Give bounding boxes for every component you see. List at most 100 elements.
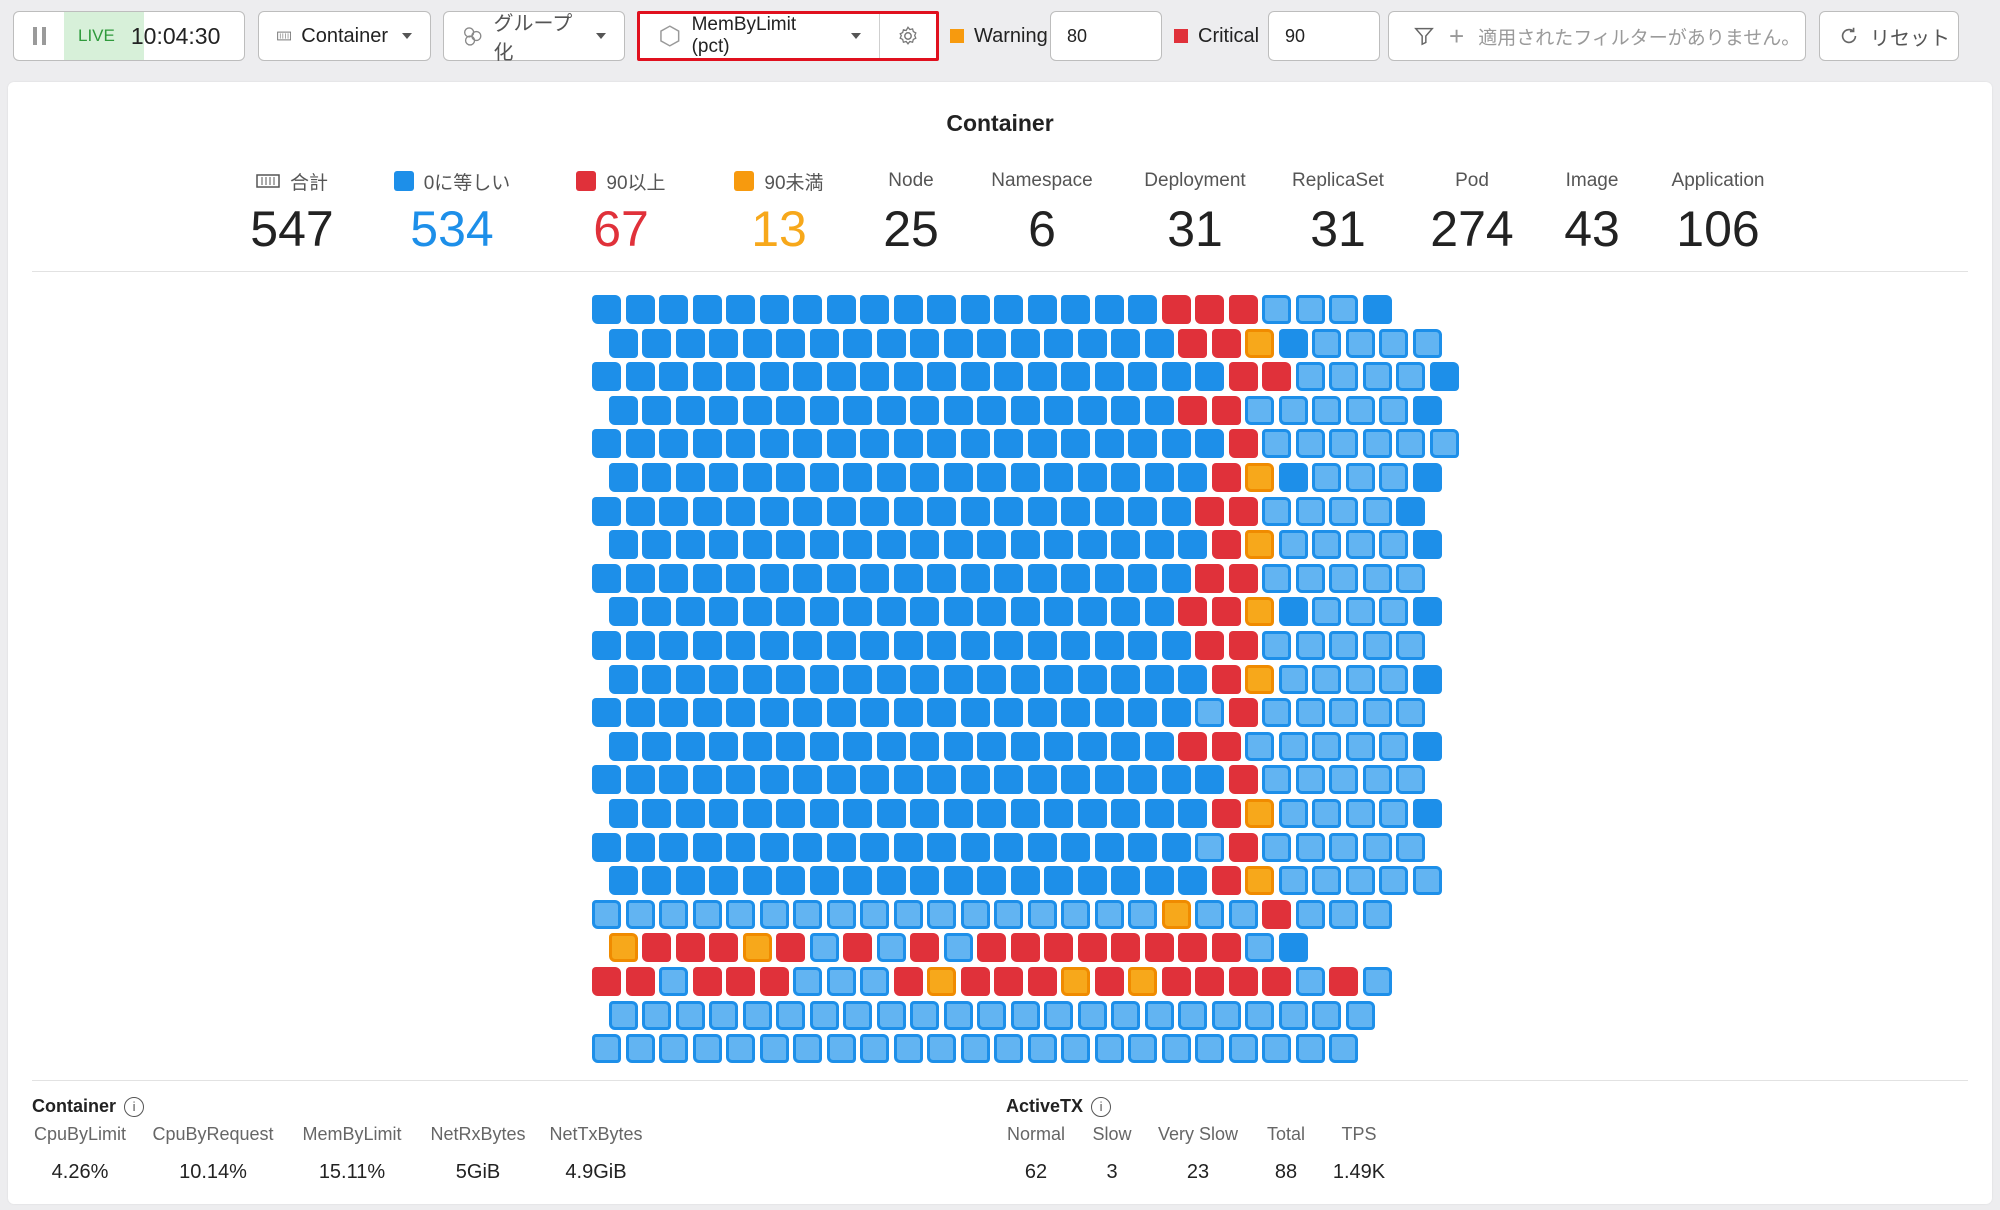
container-cell-zero[interactable] bbox=[1094, 899, 1124, 929]
container-cell-zero[interactable] bbox=[709, 463, 739, 492]
container-cell-zero[interactable] bbox=[1044, 866, 1074, 896]
container-cell-zero[interactable] bbox=[1077, 328, 1107, 358]
container-cell-zero[interactable] bbox=[625, 765, 655, 795]
container-cell-zero[interactable] bbox=[994, 563, 1023, 593]
container-cell-zero[interactable] bbox=[726, 563, 755, 593]
group-by-dropdown[interactable]: グループ化 bbox=[443, 11, 625, 64]
container-cell-zero[interactable] bbox=[1329, 832, 1358, 862]
container-cell-zero[interactable] bbox=[893, 698, 923, 728]
container-cell-zero[interactable] bbox=[709, 866, 739, 896]
container-cell-zero[interactable] bbox=[692, 496, 722, 526]
container-cell-zero[interactable] bbox=[625, 899, 655, 929]
container-cell-zero[interactable] bbox=[1278, 530, 1308, 560]
container-cell-zero[interactable] bbox=[726, 429, 755, 459]
container-cell-zero[interactable] bbox=[1312, 866, 1342, 896]
info-icon[interactable]: i bbox=[124, 1096, 145, 1117]
container-cell-zero[interactable] bbox=[1295, 698, 1325, 728]
container-cell-critical[interactable] bbox=[1195, 496, 1224, 526]
container-cell-zero[interactable] bbox=[1111, 328, 1141, 358]
container-cell-zero[interactable] bbox=[1362, 362, 1392, 392]
container-cell-zero[interactable] bbox=[1027, 832, 1057, 862]
container-cell-zero[interactable] bbox=[709, 530, 739, 560]
container-cell-zero[interactable] bbox=[826, 967, 856, 996]
container-cell-zero[interactable] bbox=[1128, 295, 1157, 324]
container-cell-zero[interactable] bbox=[1345, 395, 1375, 425]
container-cell-zero[interactable] bbox=[1027, 429, 1057, 459]
container-cell-zero[interactable] bbox=[809, 731, 839, 761]
container-cell-zero[interactable] bbox=[1379, 597, 1409, 627]
container-cell-zero[interactable] bbox=[1195, 429, 1224, 459]
container-cell-zero[interactable] bbox=[809, 463, 839, 492]
container-cell-critical[interactable] bbox=[1077, 933, 1107, 963]
container-cell-zero[interactable] bbox=[1195, 1034, 1224, 1064]
container-cell-zero[interactable] bbox=[1329, 496, 1358, 526]
container-cell-zero[interactable] bbox=[1195, 765, 1224, 795]
container-cell-critical[interactable] bbox=[843, 933, 873, 963]
container-cell-zero[interactable] bbox=[1027, 765, 1057, 795]
container-cell-critical[interactable] bbox=[910, 933, 940, 963]
container-cell-zero[interactable] bbox=[1178, 530, 1208, 560]
container-cell-zero[interactable] bbox=[960, 765, 990, 795]
container-cell-zero[interactable] bbox=[726, 765, 755, 795]
container-cell-zero[interactable] bbox=[776, 328, 806, 358]
container-cell-zero[interactable] bbox=[642, 597, 672, 627]
container-cell-zero[interactable] bbox=[1345, 328, 1375, 358]
container-cell-zero[interactable] bbox=[1295, 765, 1325, 795]
container-cell-critical[interactable] bbox=[1044, 933, 1074, 963]
reset-button[interactable]: リセット bbox=[1819, 11, 1959, 61]
container-cell-zero[interactable] bbox=[1061, 362, 1090, 392]
container-cell-zero[interactable] bbox=[592, 362, 621, 392]
container-cell-critical[interactable] bbox=[726, 967, 755, 996]
container-cell-zero[interactable] bbox=[927, 295, 956, 324]
container-cell-zero[interactable] bbox=[1295, 1034, 1325, 1064]
container-cell-zero[interactable] bbox=[843, 328, 873, 358]
container-cell-zero[interactable] bbox=[726, 1034, 755, 1064]
container-cell-zero[interactable] bbox=[826, 899, 856, 929]
container-cell-zero[interactable] bbox=[1161, 563, 1191, 593]
container-cell-critical[interactable] bbox=[994, 967, 1023, 996]
container-cell-zero[interactable] bbox=[759, 563, 789, 593]
container-cell-zero[interactable] bbox=[1061, 698, 1090, 728]
container-cell-zero[interactable] bbox=[1061, 295, 1090, 324]
container-cell-zero[interactable] bbox=[793, 967, 822, 996]
container-cell-zero[interactable] bbox=[1329, 765, 1358, 795]
container-cell-zero[interactable] bbox=[1044, 799, 1074, 828]
container-cell-warning[interactable] bbox=[1245, 463, 1275, 492]
container-cell-zero[interactable] bbox=[860, 563, 889, 593]
container-cell-zero[interactable] bbox=[977, 799, 1007, 828]
container-cell-zero[interactable] bbox=[876, 395, 906, 425]
container-cell-zero[interactable] bbox=[659, 563, 688, 593]
container-cell-critical[interactable] bbox=[1228, 429, 1258, 459]
container-cell-zero[interactable] bbox=[1077, 463, 1107, 492]
container-cell-zero[interactable] bbox=[1061, 496, 1090, 526]
container-cell-zero[interactable] bbox=[659, 631, 688, 660]
container-cell-zero[interactable] bbox=[1228, 899, 1258, 929]
container-cell-critical[interactable] bbox=[1228, 631, 1258, 660]
critical-threshold-input[interactable] bbox=[1268, 11, 1380, 61]
container-cell-zero[interactable] bbox=[1111, 1000, 1141, 1030]
container-cell-zero[interactable] bbox=[860, 765, 889, 795]
container-cell-zero[interactable] bbox=[927, 631, 956, 660]
container-cell-zero[interactable] bbox=[1094, 362, 1124, 392]
container-cell-zero[interactable] bbox=[1396, 698, 1425, 728]
container-cell-zero[interactable] bbox=[726, 832, 755, 862]
container-cell-zero[interactable] bbox=[1010, 597, 1040, 627]
container-cell-zero[interactable] bbox=[692, 295, 722, 324]
container-cell-zero[interactable] bbox=[692, 631, 722, 660]
container-cell-zero[interactable] bbox=[826, 631, 856, 660]
container-cell-zero[interactable] bbox=[1161, 1034, 1191, 1064]
container-cell-zero[interactable] bbox=[1278, 664, 1308, 694]
container-cell-zero[interactable] bbox=[1295, 899, 1325, 929]
container-cell-zero[interactable] bbox=[1295, 362, 1325, 392]
container-cell-zero[interactable] bbox=[977, 530, 1007, 560]
container-cell-zero[interactable] bbox=[1178, 866, 1208, 896]
object-type-dropdown[interactable]: Container bbox=[258, 11, 431, 61]
container-cell-zero[interactable] bbox=[659, 1034, 688, 1064]
container-cell-zero[interactable] bbox=[1111, 664, 1141, 694]
container-cell-zero[interactable] bbox=[1429, 362, 1459, 392]
container-cell-zero[interactable] bbox=[742, 664, 772, 694]
container-cell-zero[interactable] bbox=[1412, 731, 1442, 761]
container-cell-zero[interactable] bbox=[1077, 530, 1107, 560]
container-cell-zero[interactable] bbox=[1010, 463, 1040, 492]
container-cell-zero[interactable] bbox=[943, 866, 973, 896]
